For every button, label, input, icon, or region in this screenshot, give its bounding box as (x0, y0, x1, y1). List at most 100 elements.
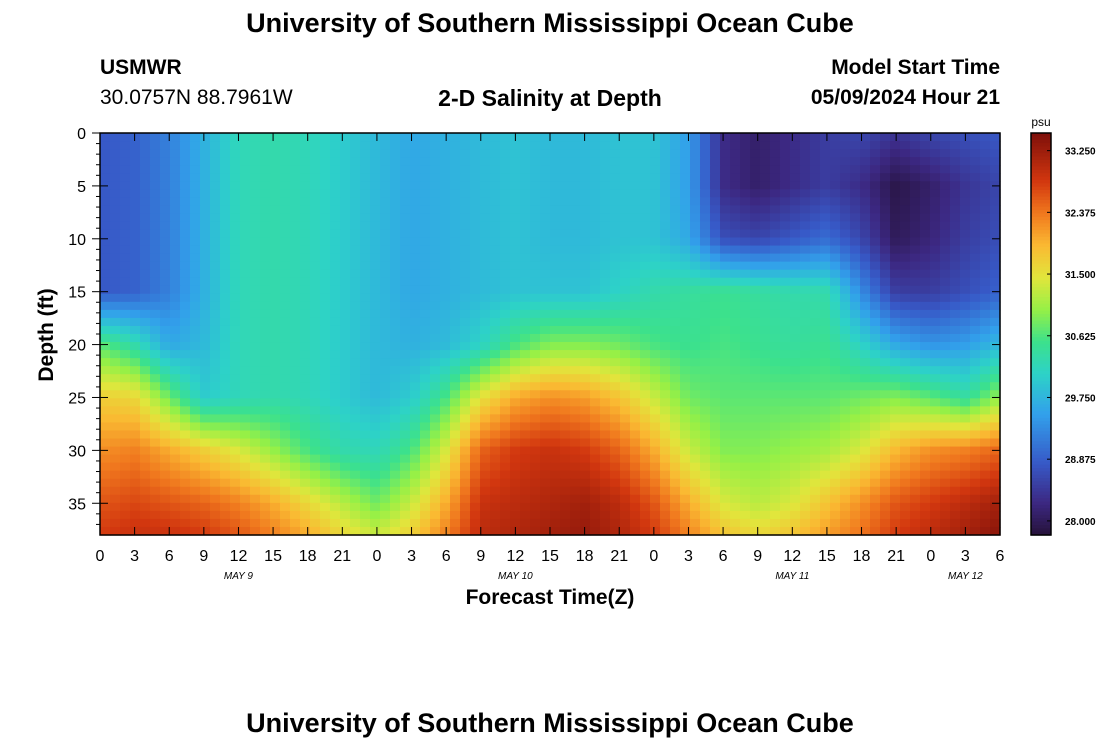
heatmap-cell (360, 422, 371, 432)
heatmap-cell (670, 406, 681, 415)
heatmap-cell (980, 253, 991, 263)
heatmap-cell (750, 237, 761, 247)
heatmap-cell (350, 502, 361, 512)
heatmap-cell (290, 245, 301, 255)
heatmap-cell (480, 165, 491, 174)
heatmap-cell (280, 317, 291, 327)
heatmap-cell (530, 205, 541, 214)
heatmap-cell (900, 189, 911, 198)
heatmap-cell (880, 253, 891, 263)
heatmap-cell (980, 382, 991, 391)
heatmap-cell (840, 430, 851, 440)
heatmap-cell (240, 157, 251, 166)
heatmap-cell (620, 366, 631, 375)
heatmap-cell (330, 269, 341, 279)
heatmap-cell (870, 454, 881, 464)
heatmap-cell (880, 245, 891, 255)
colorbar-swatch (1031, 397, 1051, 402)
heatmap-cell (860, 253, 871, 263)
heatmap-cell (680, 462, 691, 472)
heatmap-cell (180, 157, 191, 166)
heatmap-cell (330, 334, 341, 343)
page-title: University of Southern Mississippi Ocean… (246, 8, 854, 38)
heatmap-cell (720, 181, 731, 190)
heatmap-cell (970, 261, 981, 271)
heatmap-cell (170, 502, 181, 512)
heatmap-cell (230, 197, 241, 206)
heatmap-cell (200, 253, 211, 263)
heatmap-cell (970, 181, 981, 190)
heatmap-cell (610, 406, 621, 415)
heatmap-cell (650, 374, 661, 383)
heatmap-cell (440, 510, 451, 520)
heatmap-cell (970, 149, 981, 158)
heatmap-cell (730, 414, 741, 424)
heatmap-cell (890, 197, 901, 206)
heatmap-cell (890, 406, 901, 415)
heatmap-cell (330, 245, 341, 255)
heatmap-cell (630, 526, 641, 536)
heatmap-cell (930, 438, 941, 448)
heatmap-cell (590, 149, 601, 158)
heatmap-cell (260, 165, 271, 174)
heatmap-cell (450, 406, 461, 415)
heatmap-cell (110, 382, 121, 391)
heatmap-cell (210, 301, 221, 311)
heatmap-cell (340, 454, 351, 464)
heatmap-cell (470, 285, 481, 295)
heatmap-cell (800, 414, 811, 424)
heatmap-cell (830, 494, 841, 504)
heatmap-cell (330, 181, 341, 190)
heatmap-cell (850, 454, 861, 464)
heatmap-cell (940, 317, 951, 327)
heatmap-cell (390, 350, 401, 359)
heatmap-cell (360, 358, 371, 367)
heatmap-cell (900, 309, 911, 319)
heatmap-cell (510, 454, 521, 464)
heatmap-cell (120, 141, 131, 150)
colorbar-swatch (1031, 236, 1051, 241)
heatmap-cell (260, 149, 271, 158)
heatmap-cell (620, 526, 631, 536)
heatmap-cell (590, 446, 601, 456)
colorbar-swatch (1031, 300, 1051, 305)
heatmap-cell (880, 502, 891, 512)
heatmap-cell (130, 374, 141, 383)
x-tick-label: 15 (818, 548, 836, 565)
heatmap-cell (130, 237, 141, 247)
heatmap-cell (690, 414, 701, 424)
heatmap-cell (370, 454, 381, 464)
heatmap-cell (270, 157, 281, 166)
heatmap-cell (450, 462, 461, 472)
heatmap-cell (690, 454, 701, 464)
heatmap-cell (140, 366, 151, 375)
heatmap-cell (930, 478, 941, 488)
heatmap-cell (470, 181, 481, 190)
colorbar-tick-label: 28.000 (1065, 517, 1096, 528)
heatmap-cell (560, 221, 571, 231)
heatmap-cell (230, 510, 241, 520)
heatmap-cell (860, 422, 871, 432)
heatmap-cell (130, 261, 141, 271)
heatmap-cell (990, 149, 1001, 158)
heatmap-cell (410, 462, 421, 472)
heatmap-cell (510, 494, 521, 504)
colorbar-swatch (1031, 514, 1051, 519)
heatmap-cell (430, 446, 441, 456)
heatmap-cell (300, 502, 311, 512)
heatmap-cell (280, 301, 291, 311)
heatmap-cell (340, 229, 351, 239)
heatmap-cell (440, 438, 451, 448)
heatmap-cell (860, 309, 871, 319)
heatmap-cell (980, 269, 991, 279)
heatmap-cell (840, 478, 851, 488)
heatmap-cell (770, 261, 781, 271)
heatmap-cell (210, 446, 221, 456)
heatmap-cell (260, 301, 271, 311)
heatmap-cell (250, 438, 261, 448)
heatmap-cell (750, 510, 761, 520)
heatmap-cell (420, 301, 431, 311)
heatmap-cell (160, 334, 171, 343)
heatmap-cell (970, 334, 981, 343)
heatmap-cell (530, 325, 541, 335)
